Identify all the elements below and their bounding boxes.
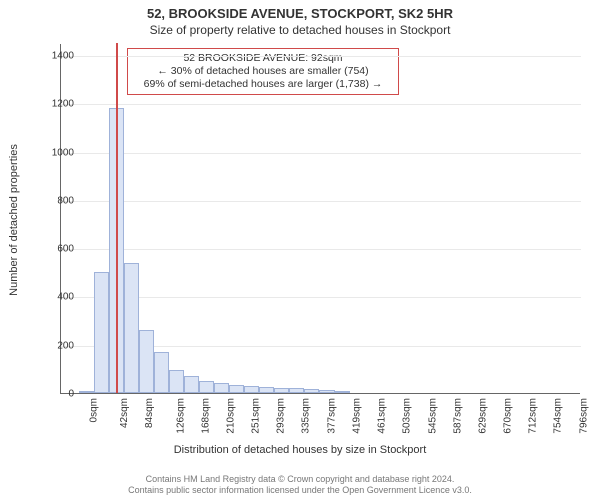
histogram-bar: [319, 390, 334, 393]
annotation-line3: 69% of semi-detached houses are larger (…: [134, 78, 392, 91]
x-tick-label: 503sqm: [402, 398, 413, 434]
x-tick-label: 461sqm: [377, 398, 388, 434]
histogram-bar: [214, 383, 229, 393]
y-tick-label: 1400: [34, 51, 74, 62]
x-tick-label: 796sqm: [578, 398, 589, 434]
page-subtitle: Size of property relative to detached ho…: [0, 21, 600, 37]
y-tick-label: 800: [34, 195, 74, 206]
x-tick-label: 712sqm: [528, 398, 539, 434]
x-tick-label: 335sqm: [301, 398, 312, 434]
gridline: [61, 104, 581, 105]
histogram-bar: [304, 389, 319, 393]
x-tick-label: 545sqm: [427, 398, 438, 434]
y-tick-label: 1000: [34, 147, 74, 158]
gridline: [61, 153, 581, 154]
histogram-bar: [259, 387, 274, 393]
plot-region: 52 BROOKSIDE AVENUE: 92sqm ← 30% of deta…: [60, 44, 580, 394]
x-tick-label: 587sqm: [452, 398, 463, 434]
property-marker-line: [116, 43, 118, 393]
annotation-line1: 52 BROOKSIDE AVENUE: 92sqm: [134, 52, 392, 65]
x-tick-label: 42sqm: [119, 398, 130, 428]
histogram-bar: [335, 391, 350, 393]
y-tick-label: 1200: [34, 99, 74, 110]
y-tick-label: 200: [34, 340, 74, 351]
chart-area: 52 BROOKSIDE AVENUE: 92sqm ← 30% of deta…: [60, 44, 580, 394]
footer-attribution: Contains HM Land Registry data © Crown c…: [0, 474, 600, 497]
annotation-line2: ← 30% of detached houses are smaller (75…: [134, 65, 392, 78]
histogram-bar: [94, 272, 109, 393]
histogram-bar: [139, 330, 154, 393]
x-tick-label: 126sqm: [175, 398, 186, 434]
y-tick-label: 600: [34, 244, 74, 255]
x-tick-label: 629sqm: [478, 398, 489, 434]
histogram-bar: [289, 388, 304, 393]
page-title: 52, BROOKSIDE AVENUE, STOCKPORT, SK2 5HR: [0, 0, 600, 21]
x-tick-label: 377sqm: [326, 398, 337, 434]
chart-container: 52, BROOKSIDE AVENUE, STOCKPORT, SK2 5HR…: [0, 0, 600, 500]
x-tick-label: 168sqm: [201, 398, 212, 434]
x-tick-label: 210sqm: [226, 398, 237, 434]
gridline: [61, 249, 581, 250]
x-tick-label: 754sqm: [553, 398, 564, 434]
histogram-bar: [124, 263, 139, 393]
y-axis-label: Number of detached properties: [8, 144, 20, 296]
x-tick-label: 293sqm: [276, 398, 287, 434]
histogram-bar: [244, 386, 259, 393]
footer-line2: Contains public sector information licen…: [0, 485, 600, 496]
x-tick-label: 251sqm: [250, 398, 261, 434]
x-axis-label: Distribution of detached houses by size …: [0, 444, 600, 456]
y-tick-label: 400: [34, 292, 74, 303]
histogram-bar: [274, 388, 289, 393]
x-tick-label: 84sqm: [145, 398, 156, 428]
histogram-bar: [199, 381, 214, 393]
x-tick-label: 419sqm: [351, 398, 362, 434]
histogram-bar: [169, 370, 184, 393]
gridline: [61, 201, 581, 202]
footer-line1: Contains HM Land Registry data © Crown c…: [0, 474, 600, 485]
histogram-bar: [229, 385, 244, 393]
gridline: [61, 56, 581, 57]
x-tick-label: 670sqm: [502, 398, 513, 434]
x-tick-label: 0sqm: [88, 398, 99, 422]
histogram-bar: [154, 352, 169, 393]
histogram-bar: [184, 376, 199, 393]
y-tick-label: 0: [34, 389, 74, 400]
histogram-bar: [79, 391, 94, 393]
